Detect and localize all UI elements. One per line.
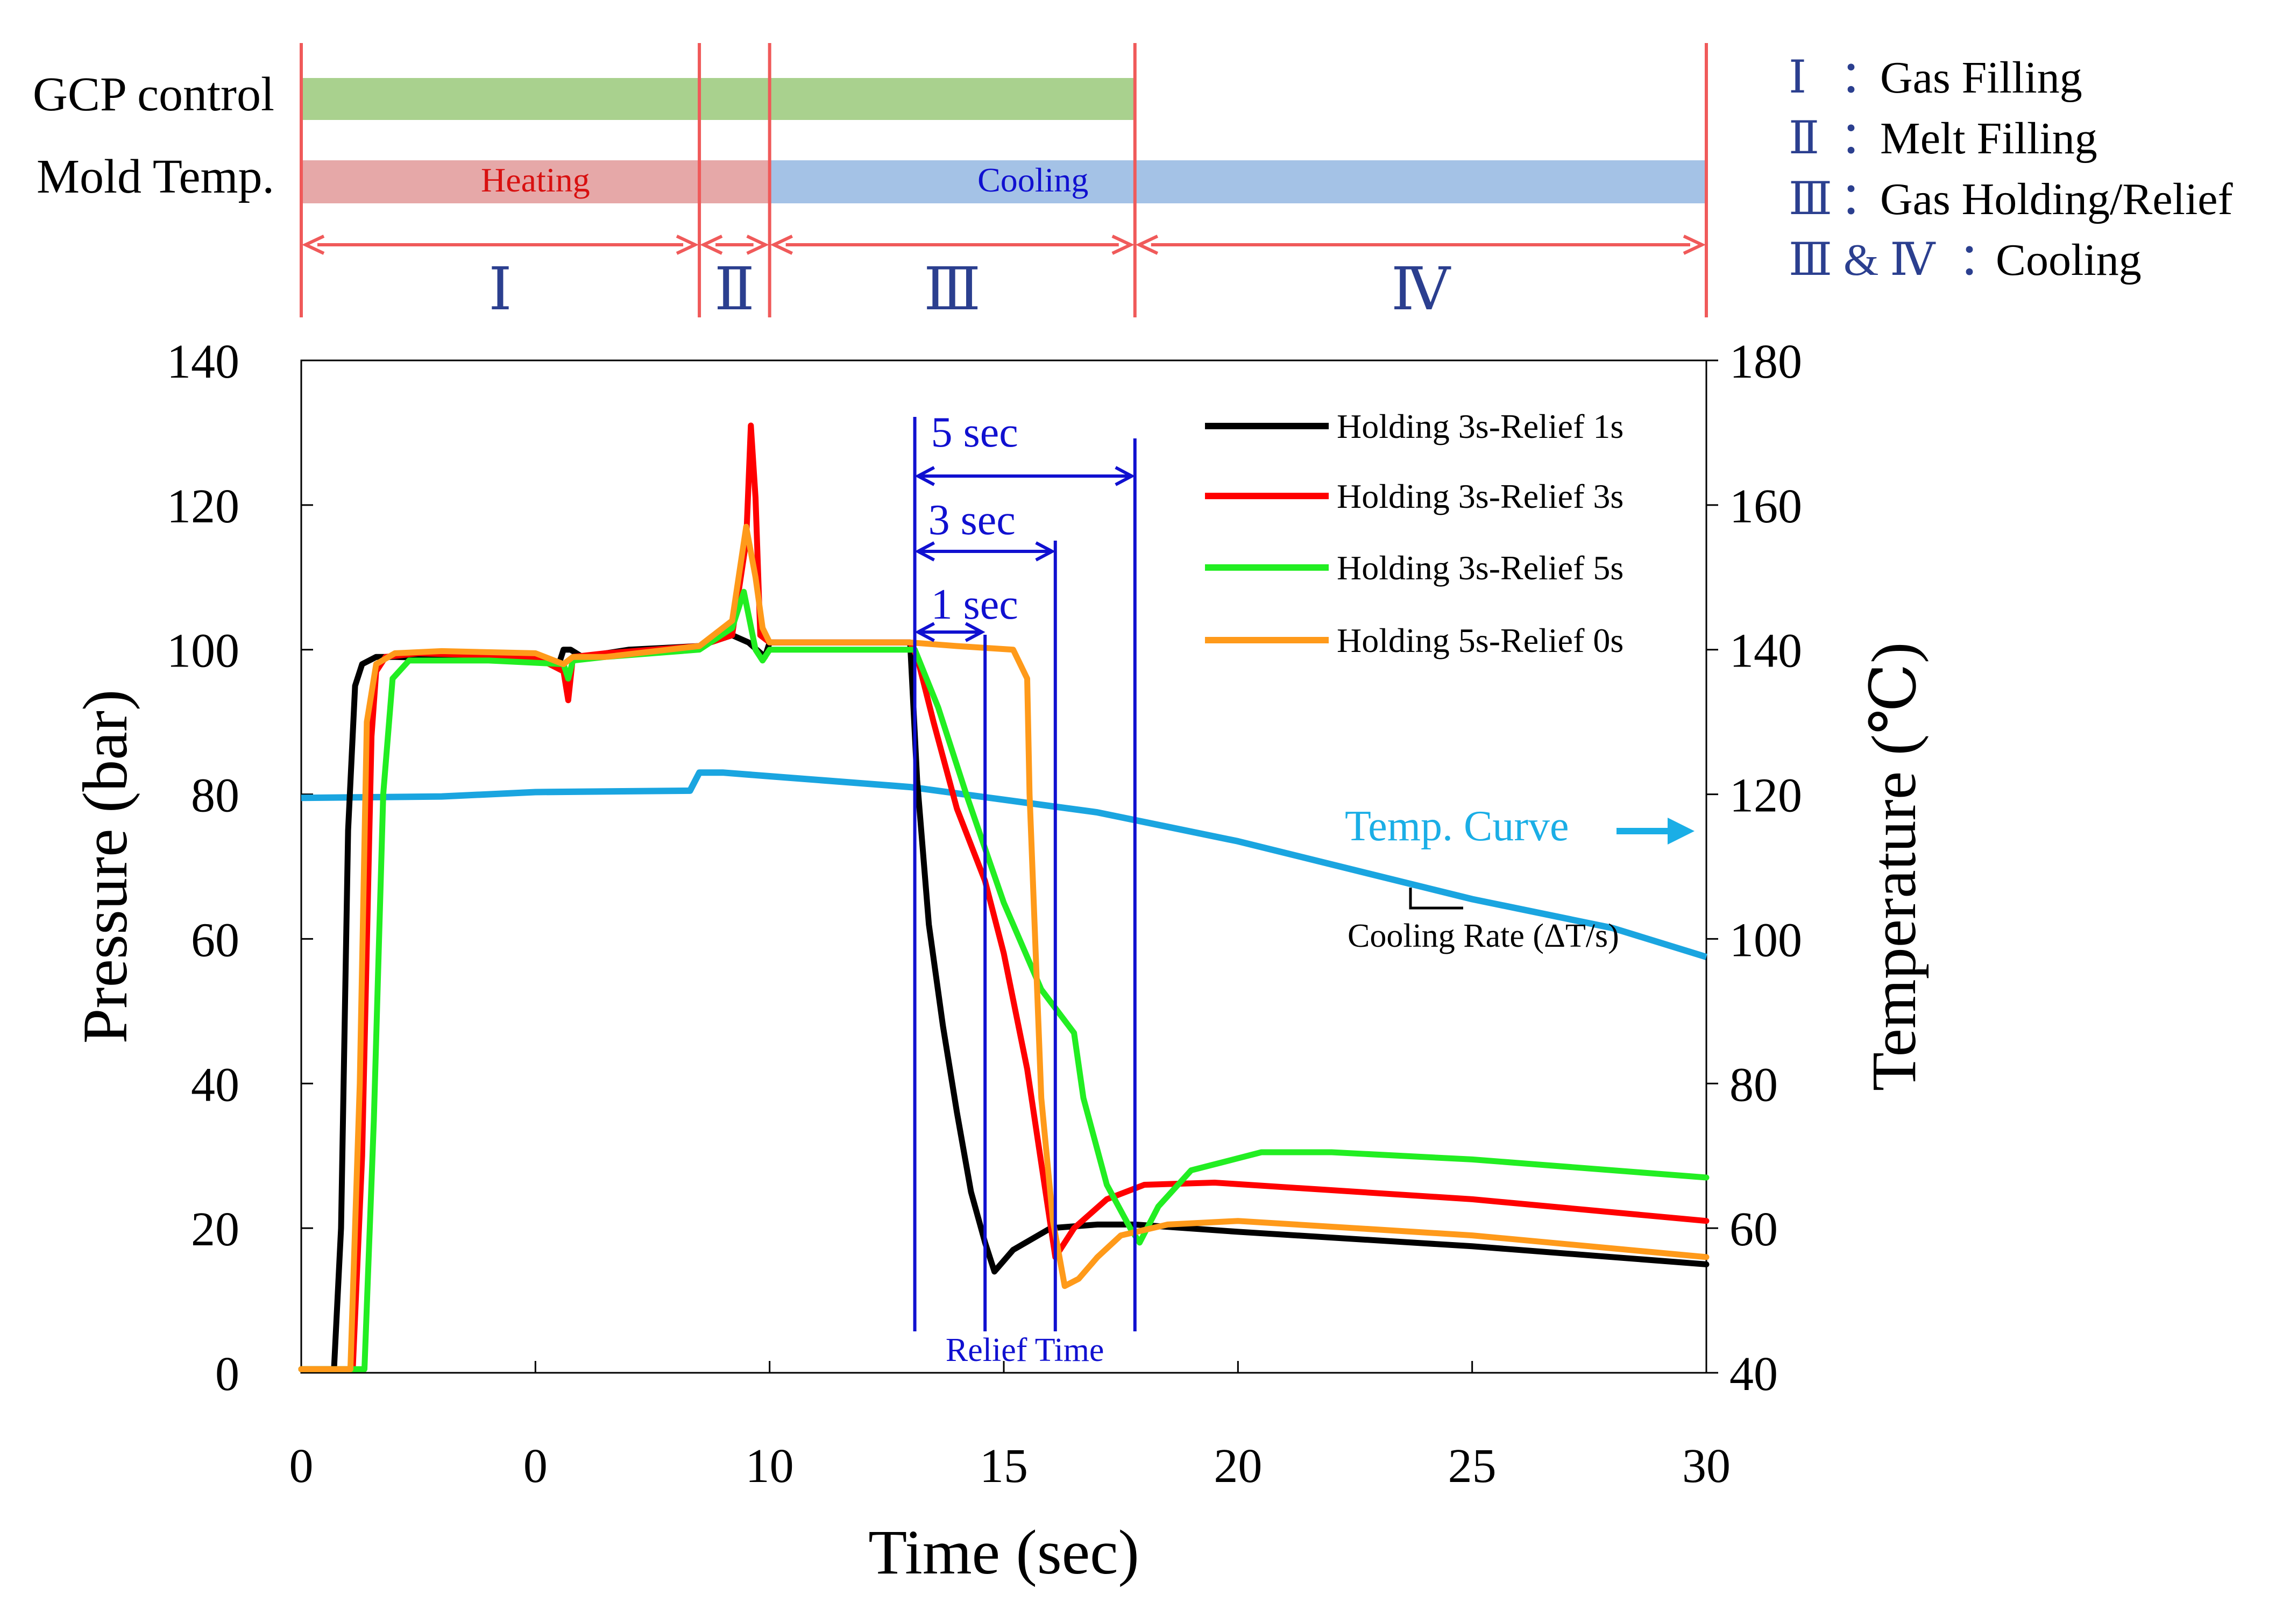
x-tick-label-1: 0 [523, 1439, 548, 1493]
phase-arrow-right-head-1 [676, 235, 699, 255]
phase-arrow-right-head-2 [746, 235, 769, 255]
one-sec-label: 1 sec [931, 581, 1018, 628]
y-tick-label-5: 100 [167, 625, 239, 678]
gcp-control-bar [301, 78, 1135, 120]
x-tick-label-5: 25 [1448, 1439, 1497, 1493]
phase-numeral-4: Ⅳ [1391, 257, 1451, 322]
phase-arrow-right-head-4 [1683, 235, 1706, 255]
pressure-series [298, 422, 1710, 1372]
temp-curve-label: Temp. Curve [1345, 803, 1569, 850]
phase-legend-roman-1: Ⅰ [1789, 53, 1806, 103]
phase-legend-text-4: Cooling [1996, 235, 2142, 285]
phase-bar-diagram: GCP control Mold Temp. Heating Cooling Ⅰ… [33, 43, 1708, 322]
cooling-label: Cooling [977, 161, 1088, 199]
phase-arrow-left-head-3 [770, 235, 793, 255]
phase-legend-text-2: Melt Filling [1880, 114, 2097, 164]
legend-label-2: Holding 3s-Relief 3s [1337, 477, 1623, 515]
phase-numerals: Ⅰ Ⅱ Ⅲ Ⅳ [488, 257, 1451, 322]
x-tick-label-0: 0 [289, 1439, 314, 1493]
legend-label-1: Holding 3s-Relief 1s [1337, 407, 1623, 445]
mold-temp-label: Mold Temp. [37, 150, 274, 203]
y-axis-title: Pressure (bar) [70, 690, 140, 1044]
cooling-bar [769, 160, 1706, 203]
legend-label-4: Holding 5s-Relief 0s [1337, 621, 1623, 659]
heating-label: Heating [481, 161, 590, 199]
relief-arrow-right-2 [1035, 541, 1056, 562]
y2-tick-label-7: 180 [1729, 335, 1802, 388]
series-line-1 [298, 632, 1710, 1372]
phase-legend-roman-4: Ⅲ & Ⅳ [1789, 235, 1936, 285]
relief-arrow-left-1 [914, 622, 935, 642]
y2-tick-label-6: 160 [1729, 480, 1802, 533]
relief-arrow-right-1 [965, 622, 986, 642]
cooling-rate-bracket [1409, 888, 1463, 910]
phase-arrow-left-head-4 [1135, 235, 1159, 255]
y2-tick-label-0: 40 [1729, 1348, 1778, 1401]
x-axis-title: Time (sec) [868, 1517, 1139, 1587]
y-tick-label-4: 80 [191, 769, 239, 822]
x-tick-label-4: 20 [1214, 1439, 1262, 1493]
phase-numeral-2: Ⅱ [714, 257, 755, 322]
phase-span-arrows [301, 235, 1706, 255]
phase-numeral-1: Ⅰ [488, 257, 512, 322]
temp-curve-line [301, 769, 1707, 960]
y2-tick-label-5: 140 [1729, 625, 1802, 678]
cooling-rate-label: Cooling Rate (ΔT/s) [1348, 918, 1619, 954]
phase-legend-sep-2: ： [1840, 114, 1885, 164]
phase-legend-sep-1: ： [1840, 53, 1885, 103]
x-tick-label-6: 30 [1682, 1439, 1731, 1493]
relief-time-label: Relief Time [946, 1332, 1104, 1368]
five-sec-label: 5 sec [931, 409, 1018, 456]
legend-label-3: Holding 3s-Relief 5s [1337, 549, 1623, 587]
series-line-3 [298, 588, 1710, 1372]
y2-tick-label-4: 120 [1729, 769, 1802, 822]
phase-numeral-3: Ⅲ [924, 257, 981, 322]
phase-arrow-left-head-1 [301, 235, 325, 255]
y-tick-label-0: 0 [215, 1348, 239, 1401]
phase-arrow-left-head-2 [700, 235, 723, 255]
x-tick-label-3: 15 [980, 1439, 1028, 1493]
phase-legend-roman-3: Ⅲ [1789, 174, 1832, 224]
phase-legend-sep-3: ： [1840, 174, 1885, 224]
y-axis-pressure: 0 20 40 60 80 100 120 140 [167, 335, 313, 1401]
heating-bar [301, 160, 770, 203]
x-axis: 0 0 10 15 20 25 30 [289, 1361, 1731, 1493]
phase-legend-sep-4: ： [1958, 235, 2003, 285]
series-line-4 [298, 523, 1710, 1372]
phase-legend-roman-2: Ⅱ [1789, 114, 1819, 164]
y-tick-label-7: 140 [167, 335, 239, 388]
relief-arrow-right-3 [1115, 466, 1136, 486]
relief-arrow-left-2 [914, 541, 935, 562]
y-tick-label-3: 60 [191, 913, 239, 967]
temp-curve-series [301, 769, 1707, 960]
phase-boundary-lines [300, 43, 1708, 317]
y2-tick-label-2: 80 [1729, 1058, 1778, 1111]
three-sec-label: 3 sec [928, 497, 1016, 544]
y2-tick-label-1: 60 [1729, 1203, 1778, 1256]
relief-arrow-left-3 [914, 466, 935, 486]
phase-legend-text-3: Gas Holding/Relief [1880, 174, 2233, 224]
relief-time-markers [913, 417, 1137, 1331]
phase-legend-text-1: Gas Filling [1880, 53, 2082, 103]
y2-axis-title: Temperature (℃) [1859, 642, 1929, 1091]
gcp-control-label: GCP control [33, 68, 274, 121]
y-tick-label-6: 120 [167, 480, 239, 533]
phase-arrow-right-head-3 [1111, 235, 1135, 255]
y-axis-temperature: 40 60 80 100 120 140 160 180 [1706, 335, 1802, 1401]
y-tick-label-2: 40 [191, 1058, 239, 1111]
y-tick-label-1: 20 [191, 1203, 239, 1256]
y2-tick-label-3: 100 [1729, 913, 1802, 967]
series-legend: Holding 3s-Relief 1s Holding 3s-Relief 3s… [1205, 407, 1623, 659]
temp-curve-arrow [1617, 818, 1695, 845]
x-tick-label-2: 10 [746, 1439, 794, 1493]
